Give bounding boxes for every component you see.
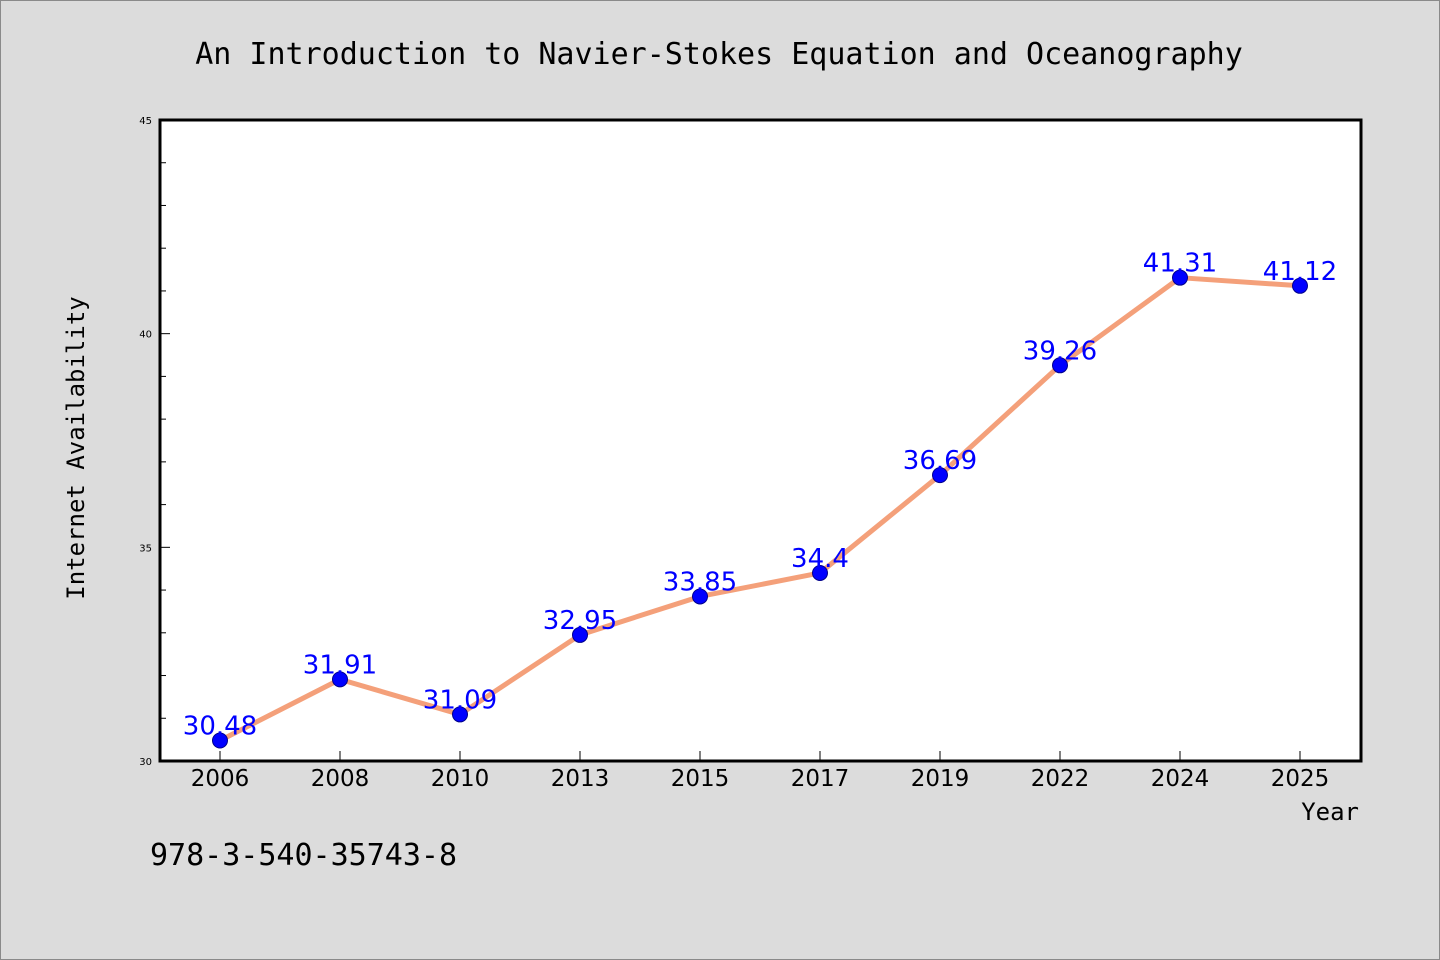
data-point-marker	[812, 564, 828, 581]
data-value-label: 41.12	[1263, 257, 1337, 287]
x-axis-tick-labels: 2006 2008 2010 2013 2015 2017 2019 2022 2024 2025	[191, 766, 1330, 792]
x-axis-ticks	[219, 751, 1301, 761]
data-value-label: 31.91	[303, 650, 377, 680]
data-point-marker	[1172, 269, 1188, 286]
y-axis-ticks	[160, 119, 170, 762]
data-point-marker	[452, 706, 468, 723]
x-axis-title: Year	[1301, 798, 1359, 826]
isbn-text: 978-3-540-35743-8	[150, 838, 457, 873]
data-value-label: 31.09	[423, 685, 497, 715]
data-point-marker	[572, 626, 588, 643]
data-point-marker	[1052, 357, 1068, 374]
data-value-label: 41.31	[1143, 249, 1217, 279]
x-tick-label: 2024	[1151, 766, 1210, 792]
data-point-marker	[332, 671, 348, 688]
data-value-label: 33.85	[663, 567, 737, 597]
y-tick-label: 45	[139, 116, 152, 127]
x-tick-label: 2019	[911, 766, 970, 792]
x-tick-label: 2017	[791, 766, 850, 792]
data-value-labels: 30.48 31.91 31.09 32.95 33.85 34.4 36.69 39.26 4…	[183, 249, 1337, 742]
y-axis-tick-labels: 30 35 40 45	[139, 116, 152, 768]
plot-area	[158, 118, 1363, 763]
y-tick-label: 40	[139, 330, 152, 341]
data-value-label: 36.69	[903, 446, 977, 476]
data-point-marker	[212, 732, 228, 749]
x-tick-label: 2025	[1271, 766, 1330, 792]
data-point-marker	[692, 588, 708, 605]
chart-title: An Introduction to Navier-Stokes Equatio…	[195, 37, 1243, 72]
y-axis-title: Internet Availability	[62, 296, 90, 599]
x-tick-label: 2010	[431, 766, 490, 792]
data-value-label: 30.48	[183, 711, 257, 741]
x-tick-label: 2015	[671, 766, 730, 792]
data-value-label: 34.4	[791, 544, 849, 574]
data-point-marker	[1292, 277, 1308, 294]
y-tick-label: 30	[139, 757, 152, 768]
data-point-markers	[212, 269, 1308, 749]
y-tick-label: 35	[139, 543, 152, 554]
data-value-label: 39.26	[1023, 336, 1097, 366]
x-tick-label: 2006	[191, 766, 250, 792]
data-value-label: 32.95	[543, 606, 617, 636]
data-point-marker	[932, 467, 948, 484]
series-line	[218, 275, 1301, 743]
x-tick-label: 2013	[551, 766, 610, 792]
x-tick-label: 2022	[1031, 766, 1090, 792]
x-tick-label: 2008	[311, 766, 370, 792]
